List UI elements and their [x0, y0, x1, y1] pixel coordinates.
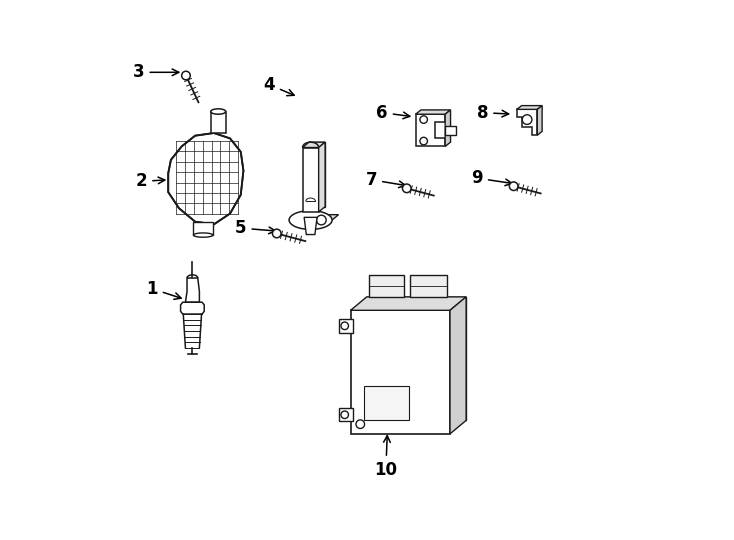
- Circle shape: [420, 116, 427, 123]
- Polygon shape: [415, 110, 451, 114]
- Text: 2: 2: [136, 172, 165, 191]
- Bar: [309, 142, 325, 207]
- Ellipse shape: [211, 109, 226, 114]
- Polygon shape: [181, 302, 204, 314]
- Polygon shape: [186, 278, 200, 302]
- Ellipse shape: [289, 211, 332, 229]
- Circle shape: [181, 71, 190, 80]
- Polygon shape: [517, 110, 537, 135]
- Text: 4: 4: [264, 76, 294, 96]
- Circle shape: [509, 182, 518, 191]
- Text: 3: 3: [133, 63, 179, 82]
- Bar: [367, 297, 466, 421]
- Polygon shape: [450, 297, 466, 434]
- Bar: [339, 408, 353, 422]
- Bar: [410, 275, 447, 297]
- Polygon shape: [445, 126, 456, 134]
- Polygon shape: [351, 297, 466, 310]
- Circle shape: [356, 420, 365, 428]
- Bar: [369, 275, 404, 297]
- Polygon shape: [445, 110, 451, 146]
- Bar: [364, 386, 409, 421]
- Polygon shape: [319, 142, 325, 212]
- Bar: [339, 319, 353, 333]
- Circle shape: [341, 322, 349, 329]
- Text: 9: 9: [471, 169, 512, 187]
- Bar: [302, 147, 319, 212]
- Bar: [194, 221, 213, 235]
- Text: 8: 8: [477, 104, 509, 122]
- Polygon shape: [537, 106, 542, 135]
- Polygon shape: [289, 215, 338, 220]
- Text: 5: 5: [235, 219, 275, 237]
- Ellipse shape: [194, 233, 213, 237]
- Text: 1: 1: [146, 280, 181, 299]
- Circle shape: [272, 229, 281, 238]
- Bar: [211, 112, 226, 133]
- Polygon shape: [302, 142, 325, 147]
- Polygon shape: [517, 106, 542, 110]
- Circle shape: [420, 137, 427, 145]
- Circle shape: [341, 411, 349, 418]
- Text: 7: 7: [366, 171, 406, 189]
- Polygon shape: [168, 133, 244, 224]
- Text: 10: 10: [374, 436, 397, 479]
- Circle shape: [402, 184, 411, 193]
- Polygon shape: [415, 114, 445, 146]
- Bar: [351, 310, 450, 434]
- Text: 6: 6: [377, 104, 410, 122]
- Polygon shape: [304, 218, 317, 234]
- Circle shape: [316, 215, 326, 225]
- Circle shape: [523, 114, 532, 124]
